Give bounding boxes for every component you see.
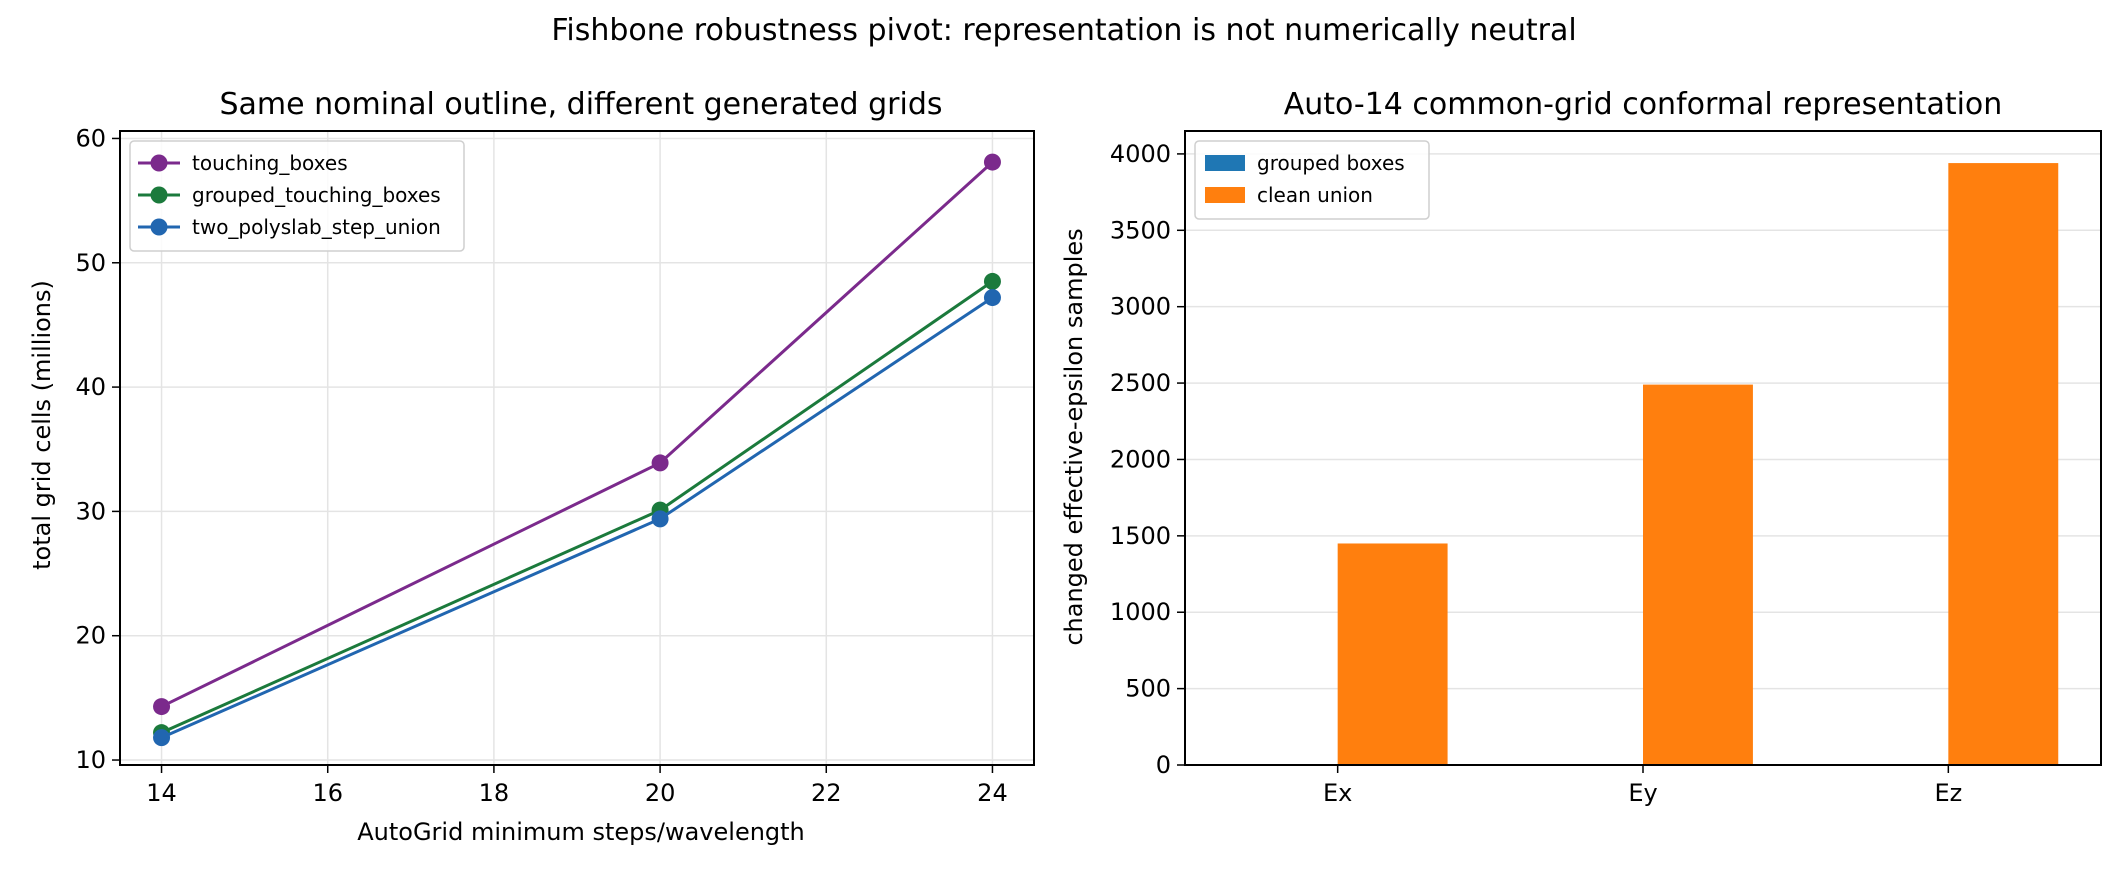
bar xyxy=(1337,543,1448,765)
y-tick-label: 4000 xyxy=(1110,140,1171,168)
data-point xyxy=(983,153,1001,171)
legend-box xyxy=(129,140,465,252)
x-tick-label: 22 xyxy=(811,779,842,807)
plot-frame xyxy=(119,130,1035,766)
y-tick-label: 50 xyxy=(75,249,106,277)
legend-swatch xyxy=(1205,187,1245,203)
y-tick-label: 10 xyxy=(75,746,106,774)
legend-label: two_polyslab_step_union xyxy=(192,215,441,239)
line-chart-panel: Same nominal outline, different generate… xyxy=(28,87,1035,846)
data-point xyxy=(153,698,171,716)
line-chart-title: Same nominal outline, different generate… xyxy=(219,87,942,122)
x-tick-label: Ey xyxy=(1628,779,1657,807)
y-tick-label: 3500 xyxy=(1110,216,1171,244)
y-tick-label: 60 xyxy=(75,124,106,152)
y-tick-label: 3000 xyxy=(1110,293,1171,321)
y-tick-label: 2500 xyxy=(1110,369,1171,397)
bar xyxy=(1948,163,2059,766)
legend-marker xyxy=(150,186,168,204)
x-tick-label: 24 xyxy=(977,779,1008,807)
data-point xyxy=(983,272,1001,290)
data-point xyxy=(651,454,669,472)
x-tick-label: 20 xyxy=(645,779,676,807)
data-point xyxy=(153,729,171,747)
y-tick-label: 500 xyxy=(1125,675,1171,703)
line-chart-xlabel: AutoGrid minimum steps/wavelength xyxy=(357,818,805,846)
legend-box xyxy=(1194,140,1430,220)
y-tick-label: 0 xyxy=(1156,751,1171,779)
y-tick-label: 1500 xyxy=(1110,522,1171,550)
legend-label: touching_boxes xyxy=(192,151,348,175)
series-line xyxy=(160,296,994,740)
data-point xyxy=(983,289,1001,307)
legend-label: clean union xyxy=(1257,183,1373,207)
legend-label: grouped boxes xyxy=(1257,151,1405,175)
x-tick-label: 18 xyxy=(479,779,510,807)
bar-chart-ylabel: changed effective-epsilon samples xyxy=(1060,228,1088,645)
x-tick-label: Ez xyxy=(1934,779,1962,807)
y-tick-label: 1000 xyxy=(1110,598,1171,626)
bar-chart-title: Auto-14 common-grid conformal representa… xyxy=(1284,87,2003,122)
figure-suptitle: Fishbone robustness pivot: representatio… xyxy=(551,13,1576,48)
plot-frame xyxy=(1184,130,2102,766)
line-chart-ylabel: total grid cells (millions) xyxy=(28,280,56,570)
y-tick-label: 20 xyxy=(75,622,106,650)
legend-swatch xyxy=(1205,155,1245,171)
x-tick-label: Ex xyxy=(1323,779,1352,807)
x-tick-label: 16 xyxy=(312,779,343,807)
y-tick-label: 40 xyxy=(75,373,106,401)
bar xyxy=(1643,384,1753,765)
bar-chart-panel: Auto-14 common-grid conformal representa… xyxy=(1060,87,2102,807)
legend-marker xyxy=(150,154,168,172)
series-line xyxy=(160,280,994,735)
legend-marker xyxy=(150,218,168,236)
x-tick-label: 14 xyxy=(146,779,177,807)
legend-label: grouped_touching_boxes xyxy=(192,183,441,207)
y-tick-label: 2000 xyxy=(1110,445,1171,473)
data-point xyxy=(651,510,669,528)
y-tick-label: 30 xyxy=(75,497,106,525)
